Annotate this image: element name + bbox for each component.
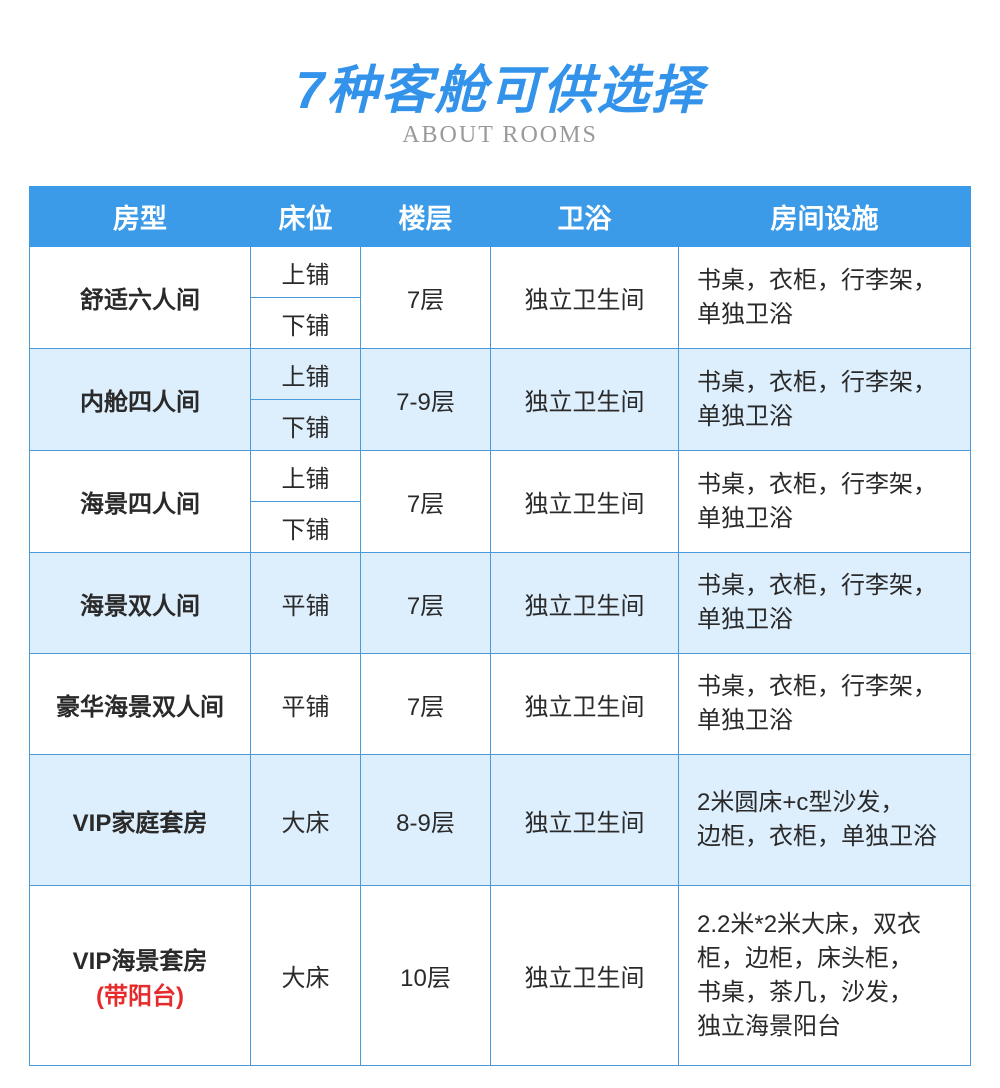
room-type: VIP海景套房 (带阳台) bbox=[29, 885, 251, 1066]
bed-cell: 上铺 下铺 bbox=[250, 348, 361, 451]
floor: 7层 bbox=[360, 552, 491, 654]
bathroom: 独立卫生间 bbox=[490, 552, 679, 654]
table-row: 内舱四人间 上铺 下铺 7-9层 独立卫生间 书桌，衣柜，行李架， 单独卫浴 bbox=[29, 348, 971, 451]
bed-type: 上铺 bbox=[251, 349, 360, 400]
table-row: 豪华海景双人间 平铺 7层 独立卫生间 书桌，衣柜，行李架， 单独卫浴 bbox=[29, 653, 971, 755]
table-row: 海景四人间 上铺 下铺 7层 独立卫生间 书桌，衣柜，行李架， 单独卫浴 bbox=[29, 450, 971, 553]
facility-line: 2米圆床+c型沙发， bbox=[697, 789, 905, 816]
bed-type: 大床 bbox=[250, 754, 361, 886]
table-header: 房型 床位 楼层 卫浴 房间设施 bbox=[29, 186, 971, 247]
facility-line: 单独卫浴 bbox=[697, 300, 793, 328]
room-name: 海景四人间 bbox=[80, 491, 200, 518]
column-header: 卫浴 bbox=[490, 186, 679, 247]
facility-line: 书桌，衣柜，行李架， bbox=[697, 470, 937, 498]
rooms-table: 房型 床位 楼层 卫浴 房间设施 舒适六人间 上铺 下铺 7层 独立卫生间 书桌，衣柜，行李架，单… bbox=[29, 186, 971, 1066]
facility-line: 单独卫浴 bbox=[697, 606, 793, 633]
bathroom: 独立卫生间 bbox=[490, 246, 679, 349]
facilities: 2.2米*2米大床，双衣 柜，边柜，床头柜， 书桌，茶几，沙发， 独立海景阳台 bbox=[678, 885, 971, 1066]
bed-type: 平铺 bbox=[250, 653, 361, 755]
room-name: VIP家庭套房 bbox=[72, 809, 208, 837]
facilities: 书桌，衣柜，行李架， 单独卫浴 bbox=[678, 653, 971, 755]
column-header: 房间设施 bbox=[678, 186, 971, 247]
table-row: 海景双人间 平铺 7层 独立卫生间 书桌，衣柜，行李架， 单独卫浴 bbox=[29, 552, 971, 654]
bathroom: 独立卫生间 bbox=[490, 754, 679, 886]
floor: 10层 bbox=[360, 885, 491, 1066]
floor: 7-9层 bbox=[360, 348, 491, 451]
room-type: VIP家庭套房 bbox=[29, 754, 251, 886]
bed-type: 上铺 bbox=[251, 451, 360, 502]
bathroom: 独立卫生间 bbox=[490, 450, 679, 553]
room-name: VIP海景套房 bbox=[72, 947, 208, 975]
room-type: 豪华海景双人间 bbox=[29, 653, 251, 755]
facility-line: 柜，边柜，床头柜， bbox=[697, 944, 913, 972]
bed-cell: 上铺 下铺 bbox=[250, 450, 361, 553]
facility-line: 单独卫浴 bbox=[697, 707, 793, 734]
column-header: 床位 bbox=[250, 186, 361, 247]
bed-type: 下铺 bbox=[281, 312, 330, 340]
bed-type: 下铺 bbox=[281, 516, 330, 544]
bathroom: 独立卫生间 bbox=[490, 653, 679, 755]
bed-cell: 上铺 下铺 bbox=[250, 246, 361, 349]
facility-line: 单独卫浴 bbox=[697, 402, 793, 430]
facilities: 书桌，衣柜，行李架， 单独卫浴 bbox=[678, 450, 971, 553]
room-type: 海景双人间 bbox=[29, 552, 251, 654]
table-row: 舒适六人间 上铺 下铺 7层 独立卫生间 书桌，衣柜，行李架， 单独卫浴 bbox=[29, 246, 971, 349]
facility-line: 2.2米*2米大床，双衣 bbox=[697, 910, 922, 938]
facility-line: 书桌，衣柜，行李架， bbox=[697, 368, 937, 396]
room-name: 豪华海景双人间 bbox=[56, 693, 224, 721]
page-subtitle: ABOUT ROOMS bbox=[402, 122, 598, 148]
facilities: 书桌，衣柜，行李架， 单独卫浴 bbox=[678, 246, 971, 349]
room-note: (带阳台) bbox=[96, 982, 184, 1010]
room-name: 内舱四人间 bbox=[80, 389, 200, 416]
column-header: 房型 bbox=[29, 186, 251, 247]
room-type: 舒适六人间 bbox=[29, 246, 251, 349]
bed-type: 平铺 bbox=[250, 552, 361, 654]
bed-type: 大床 bbox=[250, 885, 361, 1066]
room-type: 海景四人间 bbox=[29, 450, 251, 553]
column-header: 楼层 bbox=[360, 186, 491, 247]
table-row: VIP海景套房 (带阳台) 大床 10层 独立卫生间 2.2米*2米大床，双衣 柜，边柜，床… bbox=[29, 885, 971, 1066]
facility-line: 书桌，茶几，沙发， bbox=[697, 978, 913, 1006]
floor: 7层 bbox=[360, 246, 491, 349]
facility-line: 单独卫浴 bbox=[697, 504, 793, 532]
facilities: 书桌，衣柜，行李架， 单独卫浴 bbox=[678, 348, 971, 451]
facility-line: 书桌，衣柜，行李架， bbox=[697, 572, 937, 599]
bathroom: 独立卫生间 bbox=[490, 885, 679, 1066]
room-name: 海景双人间 bbox=[80, 592, 200, 620]
table-row: VIP家庭套房 大床 8-9层 独立卫生间 2米圆床+c型沙发， 边柜，衣柜，单独卫浴 bbox=[29, 754, 971, 886]
bathroom: 独立卫生间 bbox=[490, 348, 679, 451]
facilities: 2米圆床+c型沙发， 边柜，衣柜，单独卫浴 bbox=[678, 754, 971, 886]
facility-line: 书桌，衣柜，行李架， bbox=[697, 266, 937, 294]
facility-line: 边柜，衣柜，单独卫浴 bbox=[697, 823, 937, 850]
room-name: 舒适六人间 bbox=[80, 287, 200, 314]
page-title: 7种客舱可供选择 bbox=[295, 62, 705, 120]
facility-line: 书桌，衣柜，行李架， bbox=[697, 673, 937, 700]
bed-type: 上铺 bbox=[251, 247, 360, 298]
floor: 7层 bbox=[360, 653, 491, 755]
room-type: 内舱四人间 bbox=[29, 348, 251, 451]
facilities: 书桌，衣柜，行李架， 单独卫浴 bbox=[678, 552, 971, 654]
facility-line: 独立海景阳台 bbox=[697, 1012, 841, 1040]
bed-type: 下铺 bbox=[281, 414, 330, 442]
floor: 7层 bbox=[360, 450, 491, 553]
floor: 8-9层 bbox=[360, 754, 491, 886]
